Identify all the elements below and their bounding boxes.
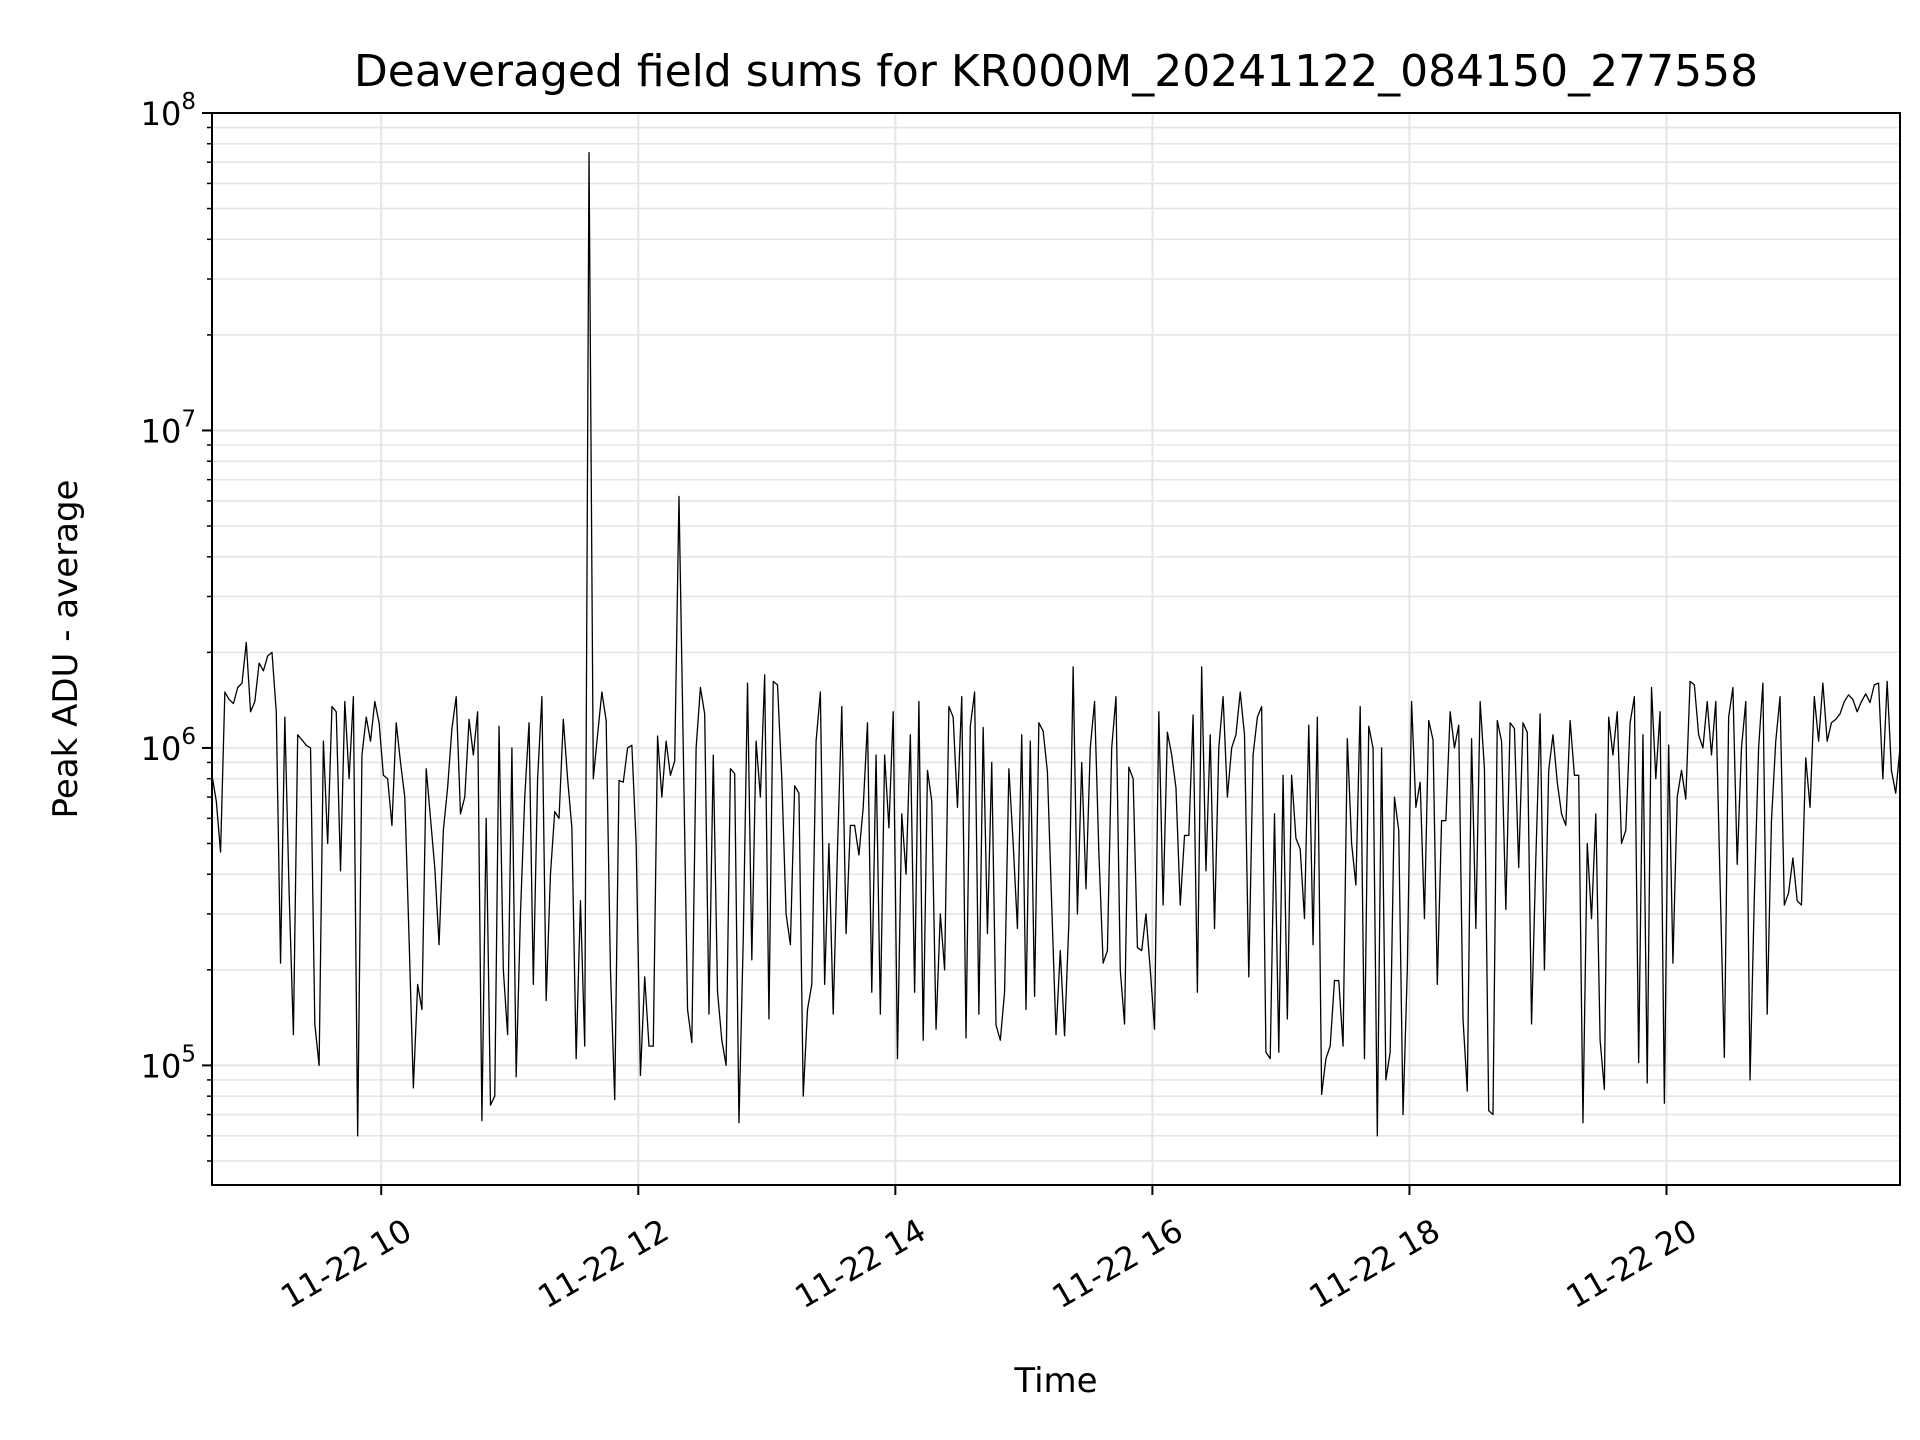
y-tick-label: 105 (141, 1041, 196, 1085)
series-line (211, 152, 1901, 1137)
chart-title: Deaveraged field sums for KR000M_2024112… (354, 46, 1758, 97)
x-axis-label: Time (1013, 1361, 1097, 1401)
y-tick-label: 106 (141, 724, 196, 768)
plot-frame (211, 112, 1901, 1186)
y-tick-label: 107 (141, 406, 196, 450)
y-axis-ticks: 105 106 107 108 (141, 89, 212, 1162)
y-axis-label: Peak ADU - average (46, 480, 86, 819)
y-tick-label: 108 (141, 89, 196, 133)
